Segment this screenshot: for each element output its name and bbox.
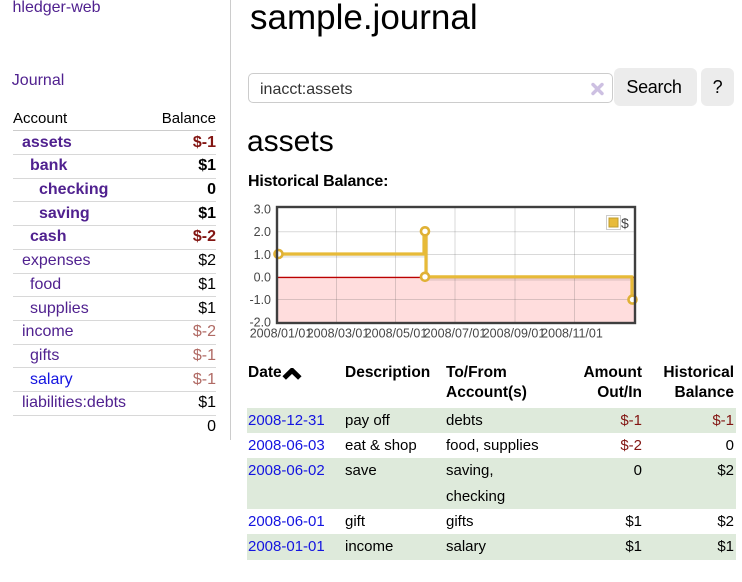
svg-text:-1.0: -1.0 <box>249 293 271 307</box>
svg-text:3.0: 3.0 <box>254 203 271 217</box>
svg-text:2008/09/01: 2008/09/01 <box>483 327 546 341</box>
svg-text:2.0: 2.0 <box>254 225 271 239</box>
svg-text:$: $ <box>621 215 629 231</box>
svg-text:1.0: 1.0 <box>254 248 271 262</box>
svg-text:-2.0: -2.0 <box>249 316 271 330</box>
svg-text:2008/05/01: 2008/05/01 <box>365 327 428 341</box>
svg-text:2008/01/01: 2008/01/01 <box>250 327 313 341</box>
svg-text:0.0: 0.0 <box>254 271 271 285</box>
svg-text:2008/07/01: 2008/07/01 <box>424 327 487 341</box>
svg-text:2008/11/01: 2008/11/01 <box>541 327 603 341</box>
svg-text:2008/03/01: 2008/03/01 <box>307 327 370 341</box>
